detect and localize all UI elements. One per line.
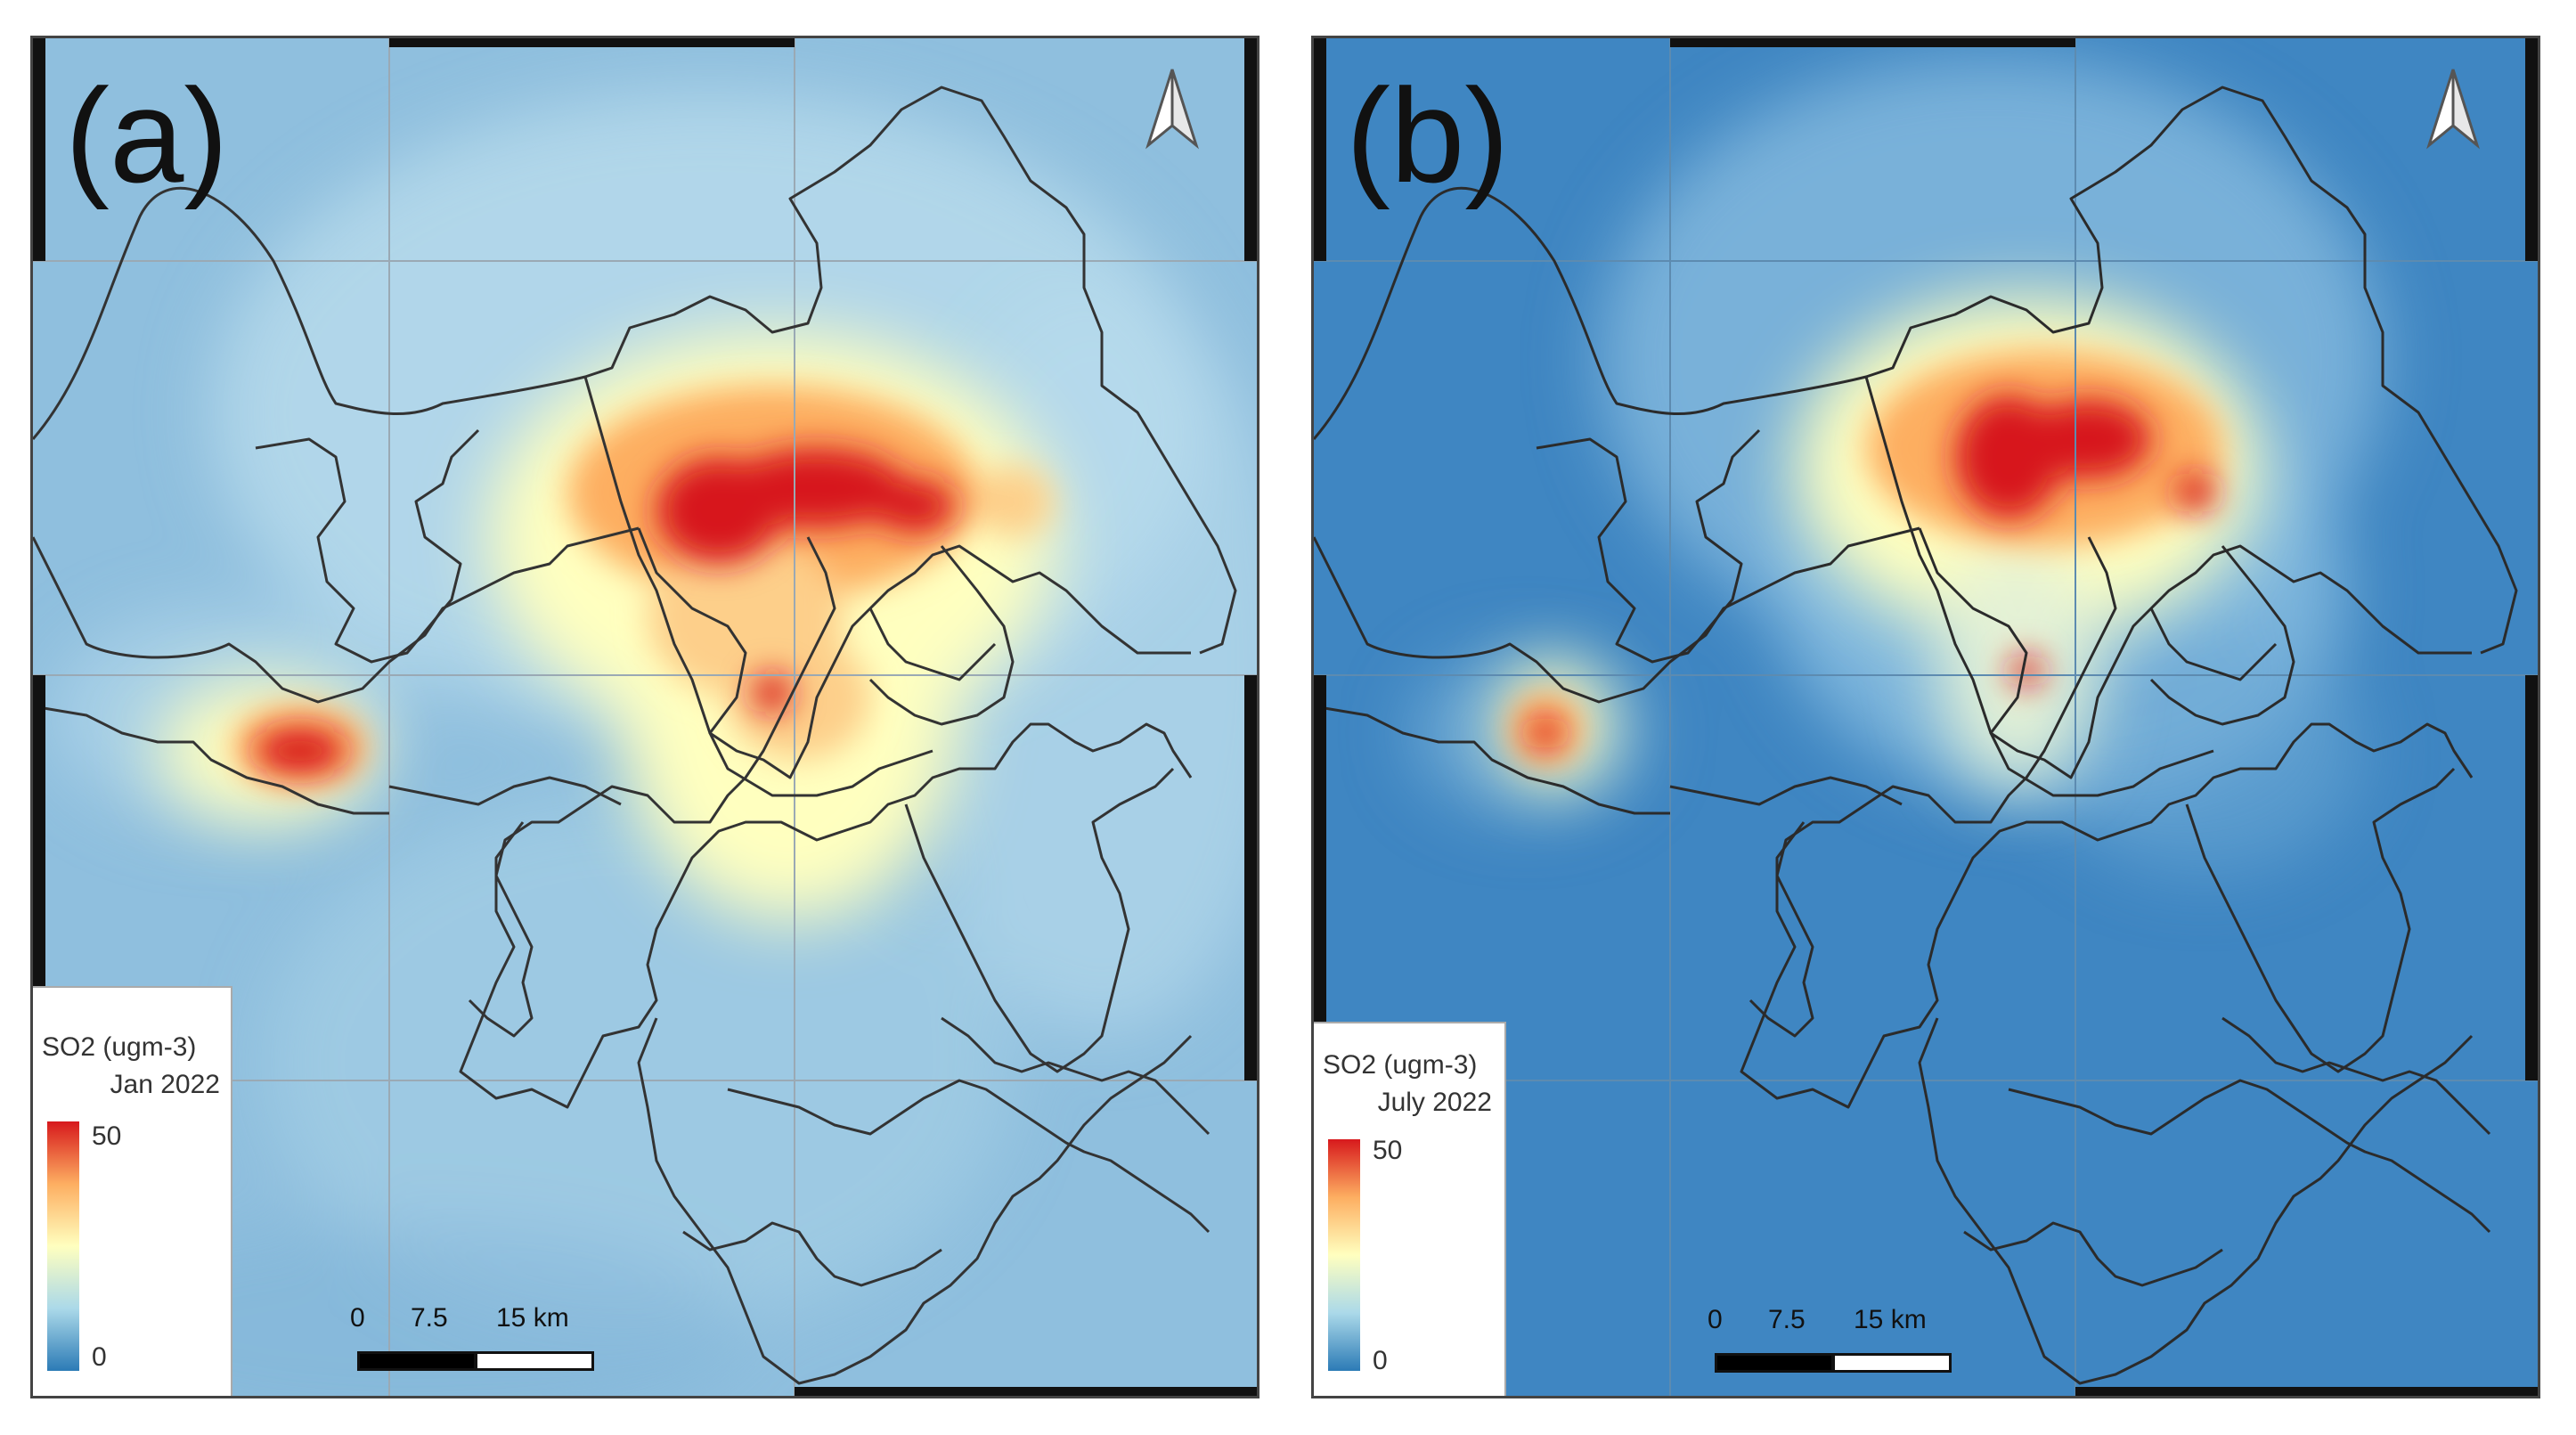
panel-letter-a: (a) [65, 61, 229, 210]
scale-segment-dark [357, 1351, 477, 1371]
scale-label-15km: 15 km [1854, 1305, 1927, 1334]
scale-segment-dark [1715, 1353, 1834, 1373]
scale-segment-light [1832, 1353, 1952, 1373]
scale-bar-b: 0 7.5 15 km [1679, 1305, 1952, 1385]
panel-letter-b: (b) [1346, 61, 1510, 210]
legend-date: July 2022 [1377, 1088, 1492, 1117]
scale-label-15km: 15 km [496, 1303, 569, 1333]
legend-b: SO2 (ugm-3) July 2022 50 0 [1314, 1022, 1506, 1396]
color-ramp [1328, 1139, 1360, 1371]
color-ramp [47, 1121, 79, 1371]
north-arrow-icon [2426, 69, 2480, 150]
scale-bar-a: 0 7.5 15 km [322, 1303, 594, 1383]
map-panel-a: (a) SO2 (ugm-3) Jan 2022 50 0 0 7.5 15 k [30, 36, 1259, 1398]
legend-title: SO2 (ugm-3) [42, 1032, 197, 1062]
legend-max-label: 50 [92, 1121, 122, 1151]
legend-a: SO2 (ugm-3) Jan 2022 50 0 [33, 986, 232, 1396]
scale-label-0: 0 [1708, 1305, 1723, 1334]
scale-label-7.5: 7.5 [411, 1303, 448, 1333]
scale-segment-light [475, 1351, 594, 1371]
so2-field-july [1314, 38, 2538, 1396]
legend-date: Jan 2022 [110, 1070, 220, 1099]
map-panel-b: (b) SO2 (ugm-3) July 2022 50 0 0 7.5 15 [1311, 36, 2540, 1398]
scale-label-0: 0 [350, 1303, 365, 1333]
scale-label-7.5: 7.5 [1768, 1305, 1806, 1334]
legend-max-label: 50 [1373, 1136, 1403, 1165]
legend-min-label: 0 [92, 1342, 107, 1372]
north-arrow-icon [1145, 69, 1199, 150]
legend-min-label: 0 [1373, 1346, 1388, 1375]
legend-title: SO2 (ugm-3) [1323, 1050, 1478, 1080]
